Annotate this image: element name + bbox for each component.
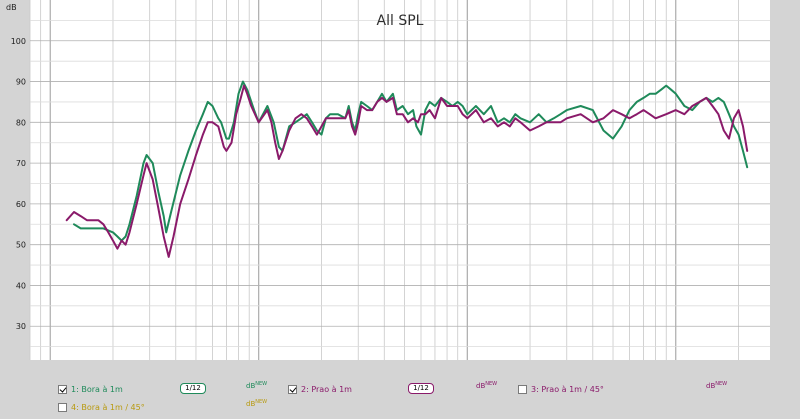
y-tick-label: 40 [16,281,26,290]
unit-text-bora-45: dB [246,400,256,408]
smoothing-button-bora[interactable]: 1/12 [180,383,206,394]
series-line-2 [65,84,749,258]
unit-text-prao: dB [476,382,486,390]
chart-title: All SPL [377,13,424,29]
unit-prao-45[interactable]: dBNEW [706,381,727,390]
grid [29,0,770,360]
smoothing-button-prao[interactable]: 1/12 [408,383,434,394]
y-tick-label: 50 [16,241,26,250]
legend-label-bora-45: 4: Bora à 1m / 45° [71,402,145,412]
unit-bora[interactable]: dBNEW [246,381,267,390]
y-tick-label: 70 [16,159,26,168]
series-layer [65,80,749,258]
unit-sup-bora: NEW [255,381,268,387]
smoothing-label-bora: 1/12 [185,384,201,392]
y-tick-label: 100 [11,37,26,46]
y-axis-label: dB [6,3,17,12]
legend-checkbox-bora-45[interactable] [58,402,67,412]
y-tick-label: 80 [16,118,26,127]
legend-row-1: 1: Bora à 1m 1/12 dBNEW 2: Prao à 1m 1/1… [0,380,800,398]
legend-item-bora-45[interactable]: 4: Bora à 1m / 45° [58,398,145,416]
legend-label-bora: 1: Bora à 1m [71,384,123,394]
y-axis-ticks: 30 40 50 60 70 80 90 100 [11,37,26,331]
legend-item-bora[interactable]: 1: Bora à 1m [58,380,123,398]
legend-item-prao[interactable]: 2: Prao à 1m [288,380,352,398]
legend-checkbox-prao-45[interactable] [518,384,527,394]
y-tick-label: 90 [16,78,26,87]
unit-sup-bora-45: NEW [255,399,268,405]
legend-label-prao: 2: Prao à 1m [301,384,352,394]
unit-sup-prao-45: NEW [715,381,728,387]
series-line-1 [73,80,749,242]
y-tick-label: 30 [16,322,26,331]
legend-row-2: 4: Bora à 1m / 45° dBNEW [0,398,800,416]
unit-prao[interactable]: dBNEW [476,381,497,390]
legend-checkbox-prao[interactable] [288,384,297,394]
legend-label-prao-45: 3: Prao à 1m / 45° [531,384,604,394]
y-tick-label: 60 [16,200,26,209]
unit-text-prao-45: dB [706,382,716,390]
unit-bora-45[interactable]: dBNEW [246,399,267,408]
unit-text-bora: dB [246,382,256,390]
legend-checkbox-bora[interactable] [58,384,67,394]
smoothing-label-prao: 1/12 [413,384,429,392]
legend-item-prao-45[interactable]: 3: Prao à 1m / 45° [518,380,604,398]
unit-sup-prao: NEW [485,381,498,387]
